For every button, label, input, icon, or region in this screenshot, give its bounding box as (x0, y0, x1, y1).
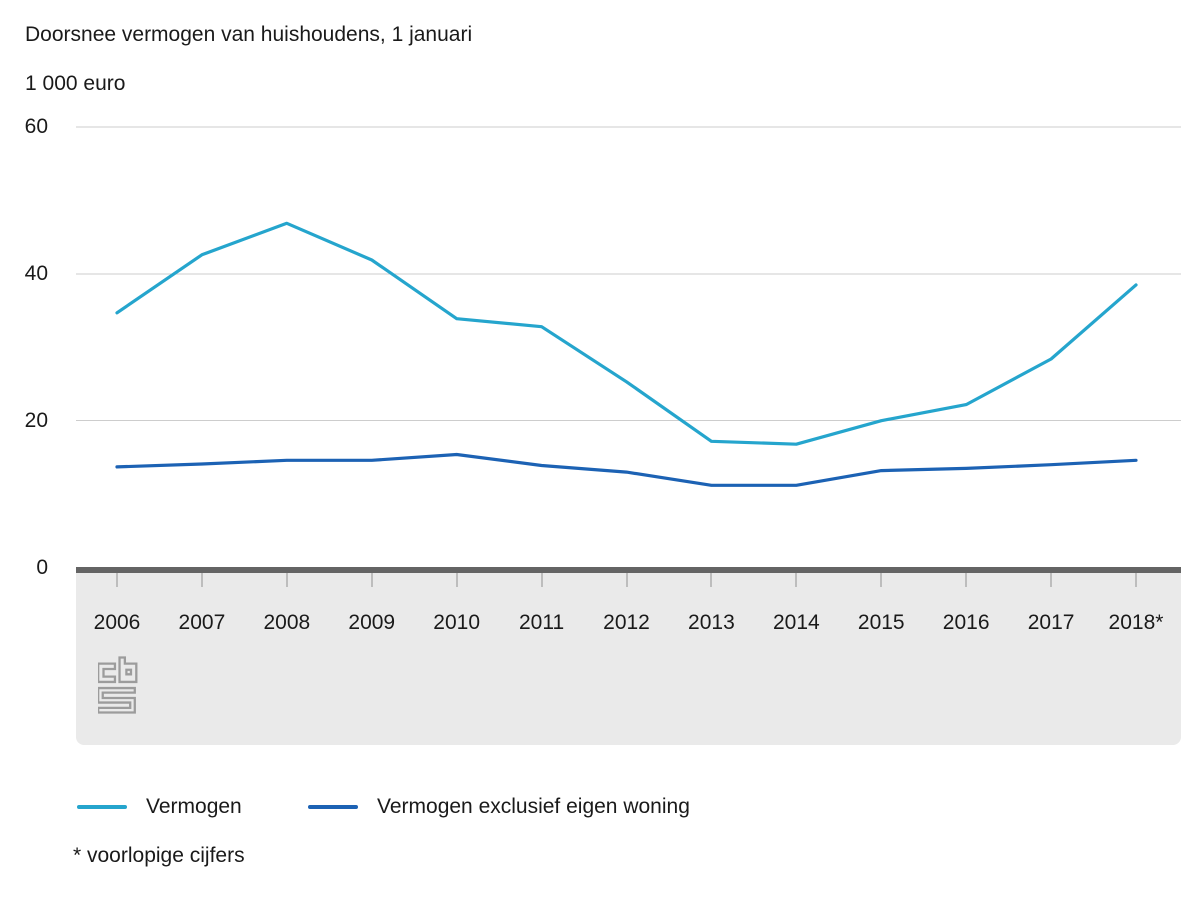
cbs-logo-letter-c (98, 662, 117, 684)
x-tick (710, 573, 713, 587)
x-tick-label: 2006 (93, 611, 141, 634)
x-tick-label: 2013 (688, 611, 735, 634)
x-tick-label: 2008 (263, 611, 311, 634)
x-tick-label: 2009 (348, 611, 396, 634)
footnote-provisional-figures: * voorlopige cijfers (73, 844, 245, 867)
legend-swatch-vermogen (77, 805, 127, 809)
x-tick-label: 2014 (772, 611, 820, 634)
chart-title: Doorsnee vermogen van huishoudens, 1 jan… (25, 23, 473, 46)
x-tick (455, 573, 458, 587)
x-tick-label: 2007 (178, 611, 226, 634)
cbs-logo-letter-s (98, 686, 136, 714)
x-tick-label: 2010 (433, 611, 481, 634)
x-tick (116, 573, 118, 587)
chart-unit-label: 1 000 euro (25, 72, 126, 95)
legend-label-vermogen-exclusief: Vermogen exclusief eigen woning (377, 795, 690, 818)
legend-swatch-vermogen-exclusief (308, 805, 358, 809)
x-tick (1135, 573, 1137, 587)
x-axis-band: 2006 2007 2008 2009 2010 2011 2012 2013 2014 2015… (76, 573, 1181, 745)
series-line-1 (115, 452, 1138, 487)
y-tick-label: 0 (36, 555, 48, 579)
y-tick-label: 40 (24, 261, 48, 285)
y-tick-label: 20 (24, 408, 48, 432)
y-tick-label: 60 (24, 115, 48, 139)
x-tick-label: 2017 (1027, 611, 1075, 634)
legend-item-vermogen-exclusief: Vermogen exclusief eigen woning (308, 793, 690, 821)
cbs-logo (98, 656, 138, 714)
x-tick (965, 573, 968, 587)
x-tick (540, 573, 543, 587)
x-tick-label: 2011 (518, 611, 565, 634)
x-tick (880, 573, 883, 587)
x-tick-label: 2015 (857, 611, 905, 634)
cbs-logo-letter-b-counter (125, 668, 133, 676)
x-tick (795, 573, 798, 587)
x-tick-label: 2018* (1108, 611, 1164, 634)
x-tick (200, 573, 203, 587)
chart-legend: Vermogen Vermogen exclusief eigen woning (0, 793, 1200, 821)
x-tick-label: 2016 (942, 611, 990, 634)
legend-item-vermogen: Vermogen (77, 793, 242, 821)
legend-label-vermogen: Vermogen (146, 795, 242, 818)
x-tick-label: 2012 (603, 611, 650, 634)
x-tick (370, 573, 373, 587)
x-tick (625, 573, 628, 587)
cbs-logo-letter-b (118, 656, 138, 684)
x-tick (1050, 573, 1053, 587)
x-tick (285, 573, 288, 587)
series-line-0 (115, 221, 1138, 446)
